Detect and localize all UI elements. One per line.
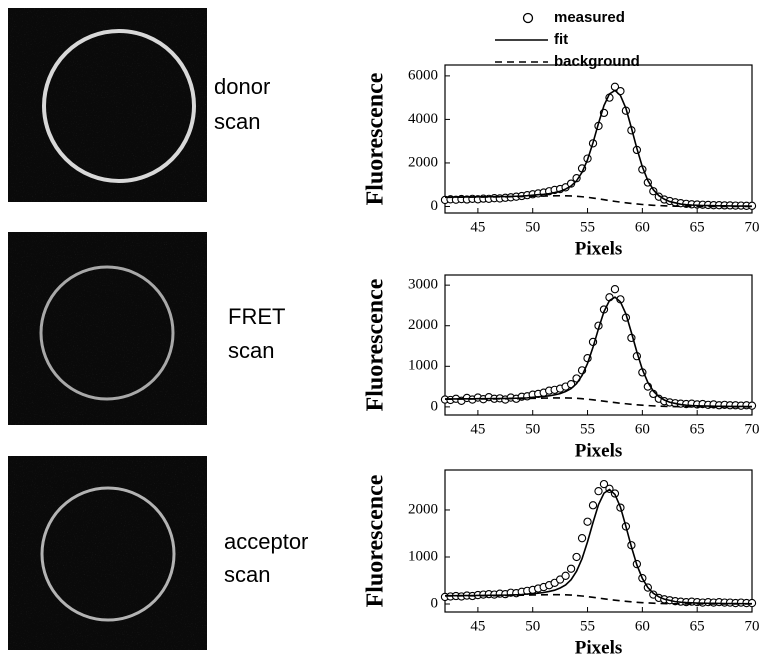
- legend-marker: [522, 12, 534, 24]
- legend-label: background: [554, 53, 640, 70]
- data-point: [747, 401, 757, 410]
- panel-label: donor: [214, 74, 270, 99]
- panel-label: scan: [228, 338, 274, 363]
- y-axis-label: Fluorescence: [363, 474, 389, 607]
- y-axis-label: Fluorescence: [363, 72, 389, 205]
- x-tick-label: 70: [745, 219, 760, 235]
- fit-line: [444, 89, 753, 207]
- x-tick-label: 55: [580, 219, 595, 235]
- y-tick-label: 2000: [408, 501, 438, 517]
- data-point: [610, 285, 620, 294]
- y-tick-label: 0: [431, 198, 439, 214]
- y-axis-label: Fluorescence: [363, 278, 389, 411]
- plot-frame: [444, 64, 753, 214]
- y-tick-label: 1000: [408, 548, 438, 564]
- y-tick-label: 6000: [408, 67, 438, 83]
- plot-frame: [444, 274, 753, 416]
- image-fret: [8, 232, 207, 425]
- y-tick-label: 3000: [408, 277, 438, 293]
- data-point: [566, 564, 576, 573]
- background-line: [444, 194, 752, 208]
- panel-label: FRET: [228, 304, 285, 329]
- legend-label: fit: [554, 31, 568, 48]
- y-tick-label: 1000: [408, 358, 438, 374]
- image-donor: [8, 8, 207, 202]
- panel-label: scan: [214, 109, 260, 134]
- x-tick-label: 45: [470, 219, 485, 235]
- y-tick-label: 0: [431, 398, 439, 414]
- data-point: [555, 575, 565, 584]
- x-tick-label: 60: [635, 219, 650, 235]
- x-tick-label: 65: [690, 219, 705, 235]
- background-line: [444, 397, 752, 408]
- panel-label: scan: [224, 562, 270, 587]
- y-tick-label: 2000: [408, 317, 438, 333]
- data-point: [561, 571, 570, 580]
- fit-line: [444, 488, 752, 605]
- x-tick-label: 70: [745, 421, 760, 437]
- x-axis-label: Pixels: [575, 637, 623, 658]
- x-tick-label: 50: [525, 618, 540, 634]
- x-tick-label: 70: [745, 618, 760, 634]
- x-tick-label: 55: [580, 421, 595, 437]
- fit-line: [444, 296, 753, 408]
- x-tick-label: 65: [690, 618, 705, 634]
- x-tick-label: 60: [635, 421, 650, 437]
- x-tick-label: 55: [580, 618, 595, 634]
- y-tick-label: 0: [431, 595, 439, 611]
- plot-frame: [444, 469, 753, 613]
- panel-label: acceptor: [224, 529, 308, 554]
- x-tick-label: 50: [525, 219, 540, 235]
- y-tick-label: 2000: [408, 154, 438, 170]
- y-tick-label: 4000: [408, 111, 438, 127]
- x-tick-label: 65: [690, 421, 705, 437]
- x-axis-label: Pixels: [575, 440, 623, 461]
- data-point: [599, 479, 609, 489]
- x-tick-label: 45: [470, 618, 485, 634]
- data-point: [583, 517, 592, 526]
- background-line: [445, 593, 752, 605]
- x-axis-label: Pixels: [575, 238, 623, 259]
- data-point: [577, 534, 587, 543]
- x-tick-label: 45: [470, 421, 485, 437]
- data-point: [588, 501, 598, 510]
- image-acceptor: [8, 456, 207, 650]
- data-point: [649, 187, 658, 196]
- data-point: [572, 552, 581, 562]
- legend-label: measured: [554, 9, 625, 26]
- x-tick-label: 50: [525, 421, 540, 437]
- x-tick-label: 60: [635, 618, 650, 634]
- data-point: [594, 487, 603, 496]
